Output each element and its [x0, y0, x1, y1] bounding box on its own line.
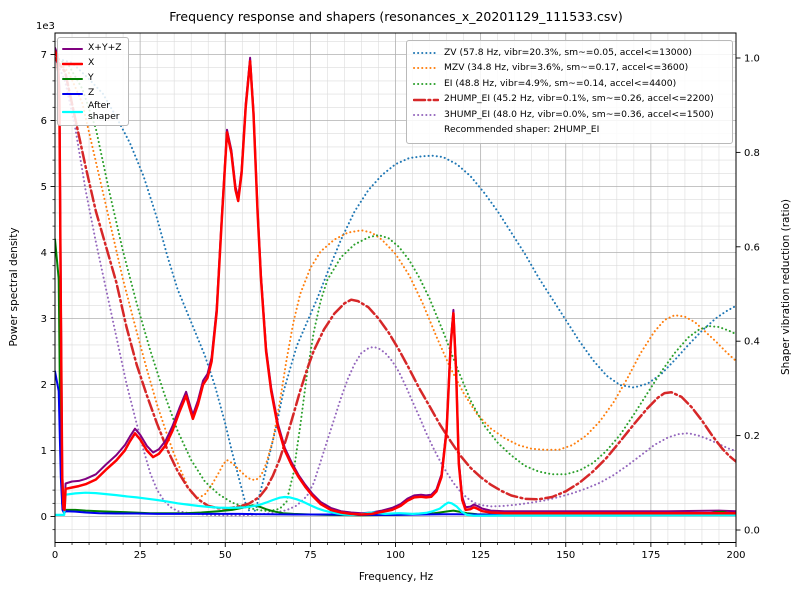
- legend-entry: X+Y+Z: [62, 41, 124, 56]
- x-tick-label: 150: [556, 550, 575, 561]
- legend-label: Y: [88, 72, 94, 84]
- legend-swatch: [413, 48, 439, 58]
- legend-label: ZV (57.8 Hz, vibr=20.3%, sm~=0.05, accel…: [444, 46, 692, 58]
- legend-label: After shaper: [88, 100, 120, 122]
- x-tick-label: 125: [471, 550, 490, 561]
- legend-label: 2HUMP_EI (45.2 Hz, vibr=0.1%, sm~=0.26, …: [444, 93, 714, 105]
- legend-line-hump3-icon: [413, 114, 439, 117]
- legend-line-zv-icon: [413, 51, 439, 54]
- legend-line-hump2-icon: [413, 98, 439, 101]
- legend-entry: X: [62, 56, 124, 71]
- x-tick-label: 75: [304, 550, 317, 561]
- y-left-tick-label: 4: [41, 248, 47, 259]
- curve-hump2: [55, 56, 736, 510]
- curve-ei: [55, 57, 736, 513]
- y-left-tick-label: 3: [41, 314, 47, 325]
- legend-label: X: [88, 57, 95, 69]
- y-right-tick-label: 0.6: [744, 242, 760, 253]
- legend-swatch: [62, 59, 83, 69]
- x-tick-label: 0: [52, 550, 58, 561]
- legend-entry: After shaper: [62, 100, 124, 122]
- legend-line-y-icon: [62, 77, 83, 80]
- legend-label: EI (48.8 Hz, vibr=4.9%, sm~=0.14, accel<…: [444, 77, 677, 89]
- y-right-tick-label: 1.0: [744, 54, 760, 65]
- legend-label: 3HUMP_EI (48.0 Hz, vibr=0.0%, sm~=0.36, …: [444, 108, 714, 120]
- legend-label: Z: [88, 87, 95, 99]
- legend-swatch: [413, 126, 439, 136]
- y-left-tick-label: 2: [41, 380, 47, 391]
- legend-entry: 3HUMP_EI (48.0 Hz, vibr=0.0%, sm~=0.36, …: [413, 107, 726, 123]
- legend-swatch: [413, 63, 439, 73]
- legend-line-ei-icon: [413, 82, 439, 85]
- legend-swatch: [413, 95, 439, 105]
- x-axis-label: Frequency, Hz: [359, 571, 434, 583]
- legend-line-x-icon: [62, 62, 83, 65]
- y-left-tick-label: 5: [41, 182, 47, 193]
- y-left-tick-label: 7: [41, 50, 47, 61]
- legend-entry: Recommended shaper: 2HUMP_EI: [413, 123, 726, 139]
- legend-blank-icon: [413, 126, 439, 136]
- legend-entry: 2HUMP_EI (45.2 Hz, vibr=0.1%, sm~=0.26, …: [413, 92, 726, 108]
- legend-label: MZV (34.8 Hz, vibr=3.6%, sm~=0.17, accel…: [444, 62, 689, 74]
- legend-entry: EI (48.8 Hz, vibr=4.9%, sm~=0.14, accel<…: [413, 76, 726, 92]
- y-left-tick-label: 6: [41, 116, 47, 127]
- axis-ticks: [50, 40, 741, 547]
- curves-layer: [55, 46, 736, 517]
- y-right-tick-label: 0.0: [744, 526, 760, 537]
- y-axis-label-right: Shaper vibration reduction (ratio): [780, 199, 792, 375]
- legend-line-after-icon: [62, 110, 83, 113]
- y-right-tick-label: 0.2: [744, 431, 760, 442]
- x-tick-label: 50: [219, 550, 232, 561]
- x-tick-label: 200: [726, 550, 745, 561]
- legend-shapers: ZV (57.8 Hz, vibr=20.3%, sm~=0.05, accel…: [406, 40, 733, 144]
- legend-entry: MZV (34.8 Hz, vibr=3.6%, sm~=0.17, accel…: [413, 61, 726, 77]
- legend-line-mzv-icon: [413, 67, 439, 70]
- legend-psd: X+Y+Z X Y Z After shaper: [57, 37, 129, 127]
- y-right-tick-label: 0.8: [744, 148, 760, 159]
- legend-line-z-icon: [62, 92, 83, 95]
- curve-after: [55, 491, 736, 517]
- legend-swatch: [62, 107, 83, 117]
- x-tick-label: 100: [386, 550, 405, 561]
- y-right-tick-label: 0.4: [744, 337, 760, 348]
- x-tick-label: 175: [641, 550, 660, 561]
- axis-tick-labels: 0 25 50 75 100 125 150 175 200 0 1 2 3 4 5 6 7 0.0 0.2 0.4 0…: [41, 50, 760, 561]
- y-axis-label-left: Power spectral density: [8, 227, 20, 346]
- y-left-tick-label: 1: [41, 446, 47, 457]
- y-axis-offset-text: 1e3: [36, 21, 55, 32]
- legend-swatch: [62, 74, 83, 84]
- y-left-tick-label: 0: [41, 512, 47, 523]
- legend-entry: Z: [62, 86, 124, 101]
- legend-line-xyz-icon: [62, 47, 83, 50]
- curve-zv: [55, 57, 736, 517]
- legend-entry: ZV (57.8 Hz, vibr=20.3%, sm~=0.05, accel…: [413, 45, 726, 61]
- curve-mzv: [55, 57, 736, 499]
- x-tick-label: 25: [134, 550, 147, 561]
- legend-swatch: [62, 89, 83, 99]
- curve-x: [55, 49, 736, 516]
- legend-swatch: [413, 79, 439, 89]
- chart-title: Frequency response and shapers (resonanc…: [169, 9, 622, 24]
- legend-label: Recommended shaper: 2HUMP_EI: [444, 124, 600, 136]
- legend-swatch: [62, 44, 83, 54]
- legend-entry: Y: [62, 71, 124, 86]
- legend-label: X+Y+Z: [88, 42, 122, 54]
- legend-swatch: [413, 110, 439, 120]
